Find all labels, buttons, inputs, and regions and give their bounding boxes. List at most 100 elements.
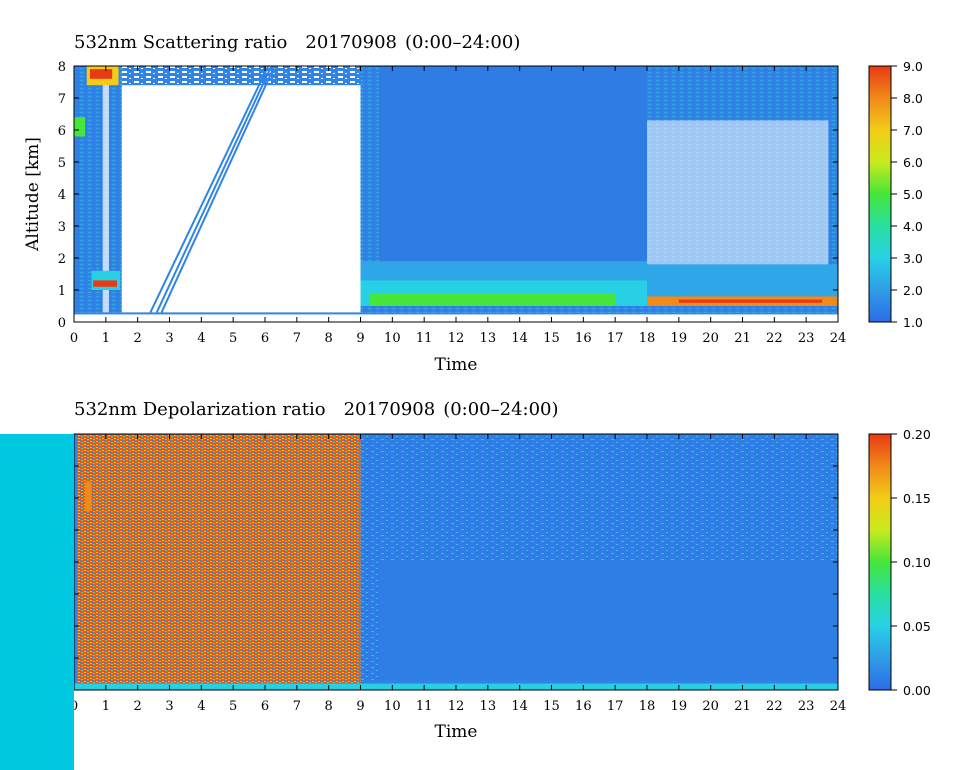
x-tick-label: 1: [102, 699, 110, 714]
feature-high-depolarization: [77, 434, 361, 687]
x-tick-label: 1: [102, 331, 110, 346]
chart-date: 20170908: [344, 399, 436, 420]
x-tick-label: 18: [639, 699, 656, 714]
colorbar-tick-label: 7.0: [903, 123, 923, 138]
colorbar-tick-label: 3.0: [903, 251, 923, 266]
x-tick-label: 12: [448, 331, 465, 346]
x-tick-label: 20: [702, 331, 719, 346]
x-tick-label: 9: [356, 331, 364, 346]
y-tick-label: 8: [58, 60, 66, 75]
x-tick-label: 5: [229, 699, 237, 714]
streak-artifact: [155, 65, 273, 313]
x-tick-label: 7: [293, 699, 301, 714]
y-tick-label: 4: [58, 188, 66, 203]
colorbar-tick-label: 1.0: [903, 315, 923, 330]
y-tick-label: 6: [58, 124, 66, 139]
colorbar: [868, 65, 892, 323]
colorbar-tick-label: 0.05: [903, 619, 931, 634]
x-tick-label: 0: [70, 331, 78, 346]
x-tick-label: 16: [575, 699, 592, 714]
sparse-region: [647, 120, 829, 265]
x-tick-label: 4: [197, 699, 205, 714]
x-tick-label: 3: [165, 699, 173, 714]
chart-time-range: (0:00–24:00): [405, 32, 520, 53]
x-tick-label: 23: [798, 331, 815, 346]
colorbar-tick-label: 4.0: [903, 219, 923, 234]
x-tick-label: 22: [766, 699, 783, 714]
x-tick-label: 4: [197, 331, 205, 346]
x-tick-label: 6: [261, 331, 269, 346]
chart-title-text: 532nm Scattering ratio: [74, 32, 287, 53]
x-tick-label: 24: [830, 699, 847, 714]
x-tick-label: 9: [356, 699, 364, 714]
feature-boundary-layer-core: [370, 293, 616, 306]
x-tick-label: 15: [543, 331, 560, 346]
y-tick-label: 3: [58, 220, 66, 235]
x-tick-label: 11: [416, 699, 433, 714]
feature-mid-cloud: [74, 117, 86, 137]
feature-aerosol-layer-late: [647, 264, 838, 297]
colorbar-tick-label: 0.00: [903, 683, 931, 698]
x-tick-label: 16: [575, 331, 592, 346]
colorbar-tick-label: 6.0: [903, 155, 923, 170]
x-tick-label: 18: [639, 331, 656, 346]
x-tick-label: 14: [511, 699, 528, 714]
streak-artifact: [160, 65, 276, 313]
x-tick-label: 11: [416, 331, 433, 346]
ground-line: [74, 312, 838, 315]
colorbar-tick-label: 9.0: [903, 59, 923, 74]
x-tick-label: 20: [702, 699, 719, 714]
x-tick-label: 3: [165, 331, 173, 346]
y-tick-label: 2: [58, 252, 66, 267]
x-tick-label: 14: [511, 331, 528, 346]
colorbar-tick-label: 2.0: [903, 283, 923, 298]
x-tick-label: 13: [480, 699, 497, 714]
gap-band: [102, 66, 110, 313]
x-tick-label: 7: [293, 331, 301, 346]
feature-cloud-base-core: [93, 280, 117, 287]
x-tick-label: 2: [134, 699, 142, 714]
x-tick-label: 22: [766, 331, 783, 346]
x-tick-label: 17: [607, 331, 624, 346]
x-tick-label: 5: [229, 331, 237, 346]
chart-time-range: (0:00–24:00): [443, 399, 558, 420]
feature-lower-troposphere: [379, 562, 838, 681]
x-tick-label: 21: [734, 699, 751, 714]
heatmap-area: [74, 65, 838, 322]
y-tick-label: 5: [58, 156, 66, 171]
x-tick-label: 17: [607, 699, 624, 714]
x-tick-label: 10: [384, 699, 401, 714]
feature-free-troposphere: [379, 66, 647, 262]
colorbar-tick-label: 0.20: [903, 427, 931, 442]
x-tick-label: 21: [734, 331, 751, 346]
x-tick-label: 13: [480, 331, 497, 346]
streak-artifact: [149, 65, 270, 313]
chart-title: 532nm Scattering ratio 20170908 (0:00–24:0…: [74, 32, 520, 53]
colorbar-tick-label: 0.10: [903, 555, 931, 570]
x-axis-label: Time: [435, 722, 478, 742]
y-axis-label: Altitude [km]: [23, 137, 43, 252]
x-tick-label: 23: [798, 699, 815, 714]
x-axis-label: Time: [435, 355, 478, 375]
feature-aerosol-layer: [360, 261, 647, 281]
chart-date: 20170908: [305, 32, 397, 53]
panel-depolarization-ratio: 532nm Depolarization ratio 20170908 (0:00–…: [70, 399, 931, 742]
colorbar-tick-label: 5.0: [903, 187, 923, 202]
x-tick-label: 2: [134, 331, 142, 346]
x-tick-label: 8: [325, 331, 333, 346]
x-tick-label: 12: [448, 699, 465, 714]
x-tick-label: 19: [671, 699, 688, 714]
x-tick-label: 10: [384, 331, 401, 346]
x-tick-label: 6: [261, 699, 269, 714]
x-tick-label: 19: [671, 331, 688, 346]
x-tick-label: 24: [830, 331, 847, 346]
y-tick-label: 0: [58, 316, 66, 331]
panel-scattering-ratio: 532nm Scattering ratio 20170908 (0:00–24:0…: [23, 32, 923, 375]
x-tick-label: 8: [325, 699, 333, 714]
chart-title-text: 532nm Depolarization ratio: [74, 399, 326, 420]
y-tick-label: 7: [58, 92, 66, 107]
colorbar: [868, 433, 892, 691]
chart-title: 532nm Depolarization ratio 20170908 (0:00–…: [74, 399, 559, 420]
x-tick-label: 15: [543, 699, 560, 714]
